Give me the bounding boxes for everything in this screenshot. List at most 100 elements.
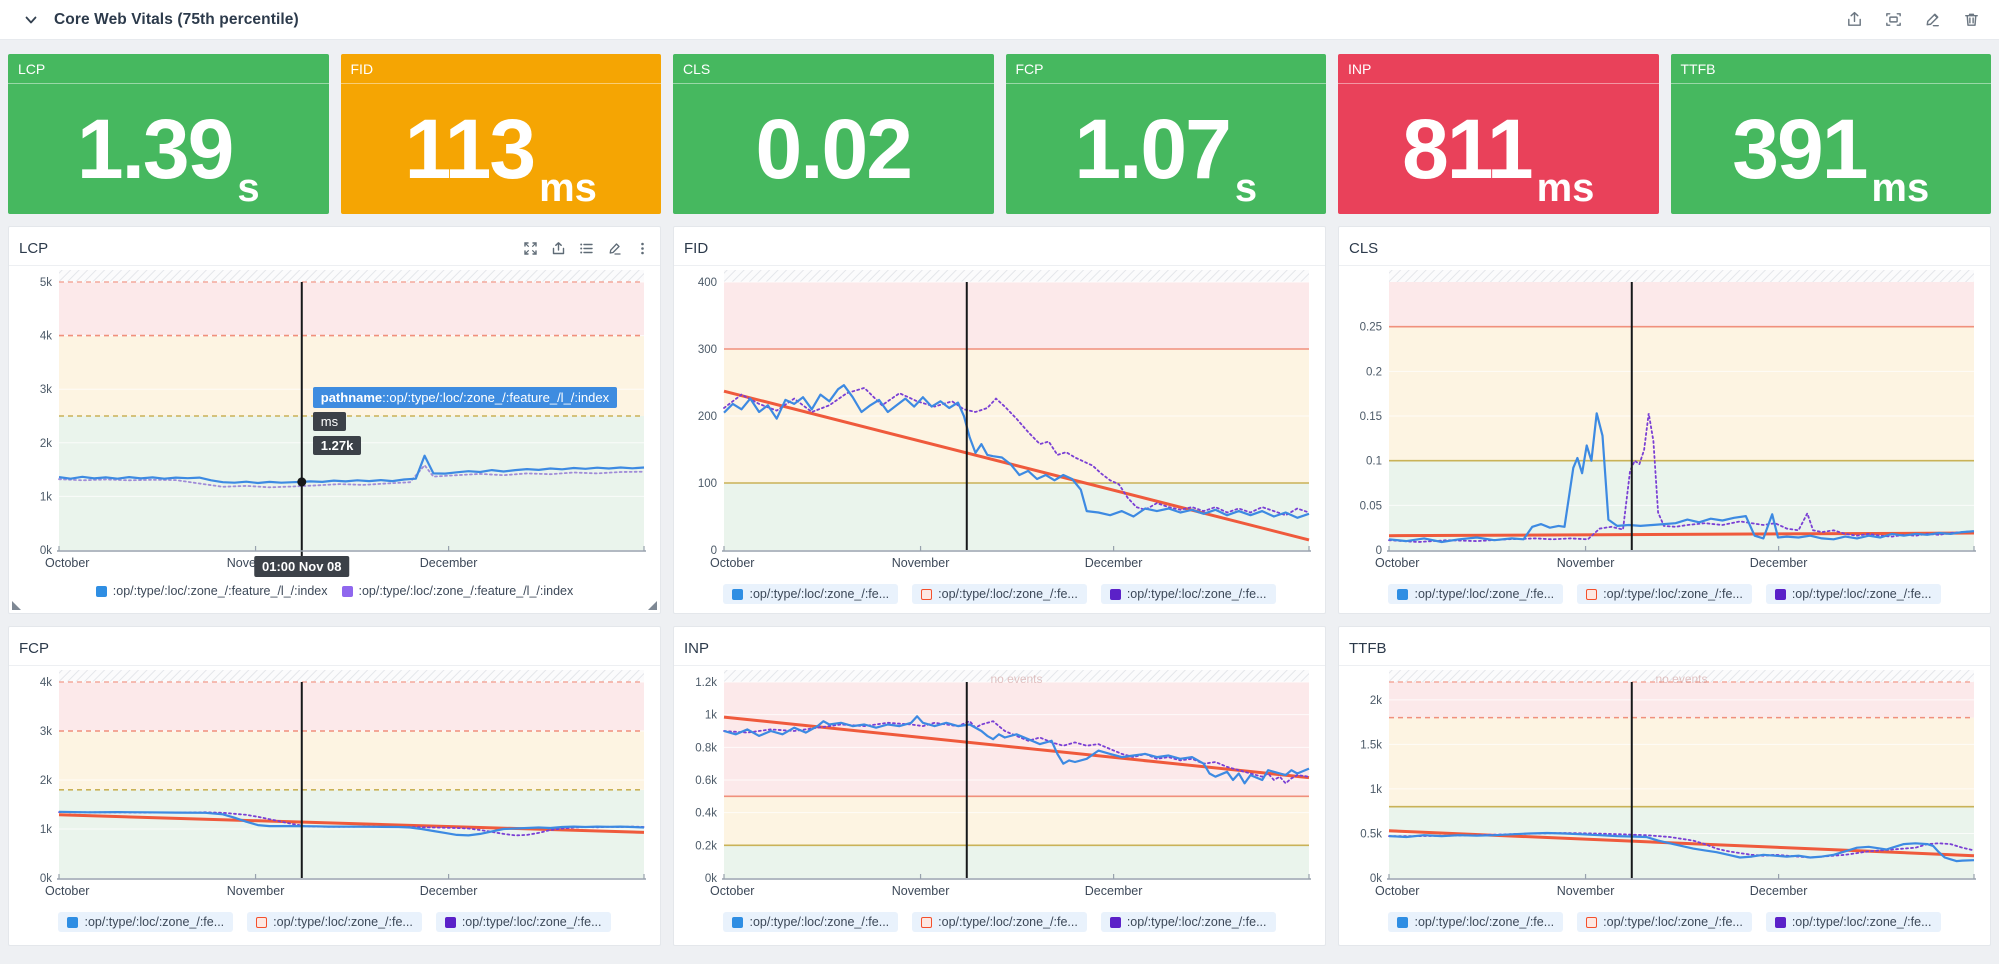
legend-item[interactable]: :op/:type/:loc/:zone_/:fe... [58,912,234,932]
legend-item[interactable]: :op/:type/:loc/:zone_/:fe... [912,912,1087,932]
legend-item[interactable]: :op/:type/:loc/:zone_/:fe... [723,912,899,932]
chart-plot-area[interactable]: 0k 0.2k 0.4k 0.6k 0.8k 1k 1.2k no events October… [684,670,1315,909]
legend-item[interactable]: :op/:type/:loc/:zone_/:fe... [1577,584,1752,604]
chart-plot-area[interactable]: 0k 0.5k 1k 1.5k 2k no events October November De… [1349,670,1980,909]
chart-plot-area[interactable]: 0k 1k 2k 3k 4k October November December [19,670,650,909]
chart-title: FCP [19,639,49,657]
chart-legend: :op/:type/:loc/:zone_/:fe... :op/:type/:l… [1349,584,1980,604]
svg-text:0k: 0k [705,873,717,885]
chart-legend: :op/:type/:loc/:zone_/:feature_/l_/:inde… [19,584,650,598]
svg-text:300: 300 [698,344,717,356]
svg-text:0.8k: 0.8k [695,742,717,754]
timeseries-svg: 0k 0.5k 1k 1.5k 2k no events October November De… [1360,670,1976,898]
legend-item[interactable]: :op/:type/:loc/:zone_/:feature_/l_/:inde… [95,584,328,598]
legend-item[interactable]: :op/:type/:loc/:zone_/:fe... [435,912,611,932]
trend-line-series [58,813,645,834]
x-axis-month-label: November [892,556,950,570]
primary-series [58,810,645,837]
export-icon[interactable] [1884,10,1903,29]
purple_dark-series-swatch [1109,916,1121,928]
delete-icon[interactable] [1962,10,1981,29]
svg-text:2k: 2k [1370,695,1382,707]
stat-card-ttfb[interactable]: TTFB 391 ms [1670,54,1991,214]
share-icon[interactable] [1845,10,1864,29]
stat-card-lcp[interactable]: LCP 1.39 s [8,54,329,214]
legend-item[interactable]: :op/:type/:loc/:zone_/:fe... [1388,584,1564,604]
svg-text:100: 100 [698,478,717,490]
stat-card-unit: ms [1871,166,1930,210]
svg-text:0.15: 0.15 [1360,411,1382,423]
panel-divider [1339,665,1990,666]
chart-panel-inp[interactable]: INP 0k 0.2k 0.4k 0.6k 0.8k 1k 1.2k no events Octo… [673,626,1326,946]
stat-card-label: TTFB [1670,54,1991,84]
legend-item[interactable]: :op/:type/:loc/:zone_/:fe... [1388,912,1564,932]
chart-panel-fcp[interactable]: FCP 0k 1k 2k 3k 4k October November December :op/… [8,626,661,946]
svg-text:4k: 4k [40,331,52,343]
legend-item[interactable]: :op/:type/:loc/:zone_/:feature_/l_/:inde… [341,584,573,598]
legend-item[interactable]: :op/:type/:loc/:zone_/:fe... [1100,584,1276,604]
tooltip-unit: ms [312,412,347,432]
legend-item[interactable]: :op/:type/:loc/:zone_/:fe... [1100,912,1276,932]
kebab-icon[interactable] [635,241,650,256]
chart-title: TTFB [1349,639,1387,657]
chart-panel-header: CLS [1349,235,1980,261]
x-axis-month-label: October [1375,556,1419,570]
x-axis-month-label: October [1375,884,1419,898]
legend-item-label: :op/:type/:loc/:zone_/:fe... [938,587,1078,601]
chart-plot-area[interactable]: pathname::op/:type/:loc/:zone_/:feature_… [19,270,650,581]
svg-text:1k: 1k [40,824,52,836]
x-axis-month-label: December [1750,884,1808,898]
edit-icon[interactable] [607,241,622,256]
blue-series-swatch [95,585,107,597]
legend-icon[interactable] [579,241,594,256]
group-actions [1845,10,1981,29]
legend-item[interactable]: :op/:type/:loc/:zone_/:fe... [247,912,422,932]
legend-item[interactable]: :op/:type/:loc/:zone_/:fe... [1765,912,1941,932]
chart-panel-ttfb[interactable]: TTFB 0k 0.5k 1k 1.5k 2k no events October Novemb… [1338,626,1991,946]
stat-card-value: 1.07 [1074,102,1231,196]
svg-text:0.05: 0.05 [1360,500,1382,512]
legend-item-label: :op/:type/:loc/:zone_/:fe... [1414,587,1555,601]
svg-text:0k: 0k [1370,873,1382,885]
x-axis-month-label: December [420,884,478,898]
red-series-swatch [1586,588,1598,600]
chart-plot-area[interactable]: 0 0.05 0.1 0.15 0.2 0.25 October November Decemb… [1349,270,1980,581]
legend-item[interactable]: :op/:type/:loc/:zone_/:fe... [912,584,1087,604]
svg-text:0.1: 0.1 [1366,456,1382,468]
red-series-swatch [256,916,268,928]
stat-card-fcp[interactable]: FCP 1.07 s [1005,54,1327,214]
panel-divider [9,665,660,666]
chevron-down-icon[interactable] [18,7,44,33]
stat-card-value-area: 1.07 s [1006,84,1327,214]
svg-text:4k: 4k [40,677,52,689]
share-icon[interactable] [551,241,566,256]
stat-card-unit: ms [539,166,597,210]
stat-card-unit: s [1234,166,1258,210]
stat-card-inp[interactable]: INP 811 ms [1338,54,1659,214]
stat-card-fid[interactable]: FID 113 ms [340,54,661,214]
legend-item[interactable]: :op/:type/:loc/:zone_/:fe... [723,584,899,604]
chart-panel-lcp[interactable]: LCP pathname::op/:type/:loc/:zone_/:featu… [8,226,661,614]
legend-item[interactable]: :op/:type/:loc/:zone_/:fe... [1577,912,1752,932]
purple_light-series-swatch [341,585,353,597]
svg-text:0.6k: 0.6k [695,775,717,787]
chart-panel-fid[interactable]: FID 0 100 200 300 400 October November December:… [673,226,1326,614]
trend-line-series [1388,531,1975,538]
x-axis-month-label: December [1750,556,1808,570]
purple_dark-series-swatch [444,916,456,928]
chart-panel-cls[interactable]: CLS 0 0.05 0.1 0.15 0.2 0.25 October November Dec… [1338,226,1991,614]
x-axis-month-label: December [1085,884,1143,898]
stat-card-cls[interactable]: CLS 0.02 [673,54,994,214]
purple_dark-series-swatch [1774,588,1786,600]
stat-card-unit: ms [1536,166,1595,210]
red-series-swatch [1586,916,1598,928]
chart-title: FID [684,239,709,257]
edit-icon[interactable] [1923,10,1942,29]
chart-legend: :op/:type/:loc/:zone_/:fe... :op/:type/:l… [684,912,1315,932]
legend-item[interactable]: :op/:type/:loc/:zone_/:fe... [1765,584,1941,604]
chart-plot-area[interactable]: 0 100 200 300 400 October November December [684,270,1315,581]
expand-icon[interactable] [523,241,538,256]
legend-item-label: :op/:type/:loc/:zone_/:fe... [938,915,1078,929]
stat-card-label: FCP [1005,54,1326,84]
charts-grid: LCP pathname::op/:type/:loc/:zone_/:featu… [8,226,1991,946]
